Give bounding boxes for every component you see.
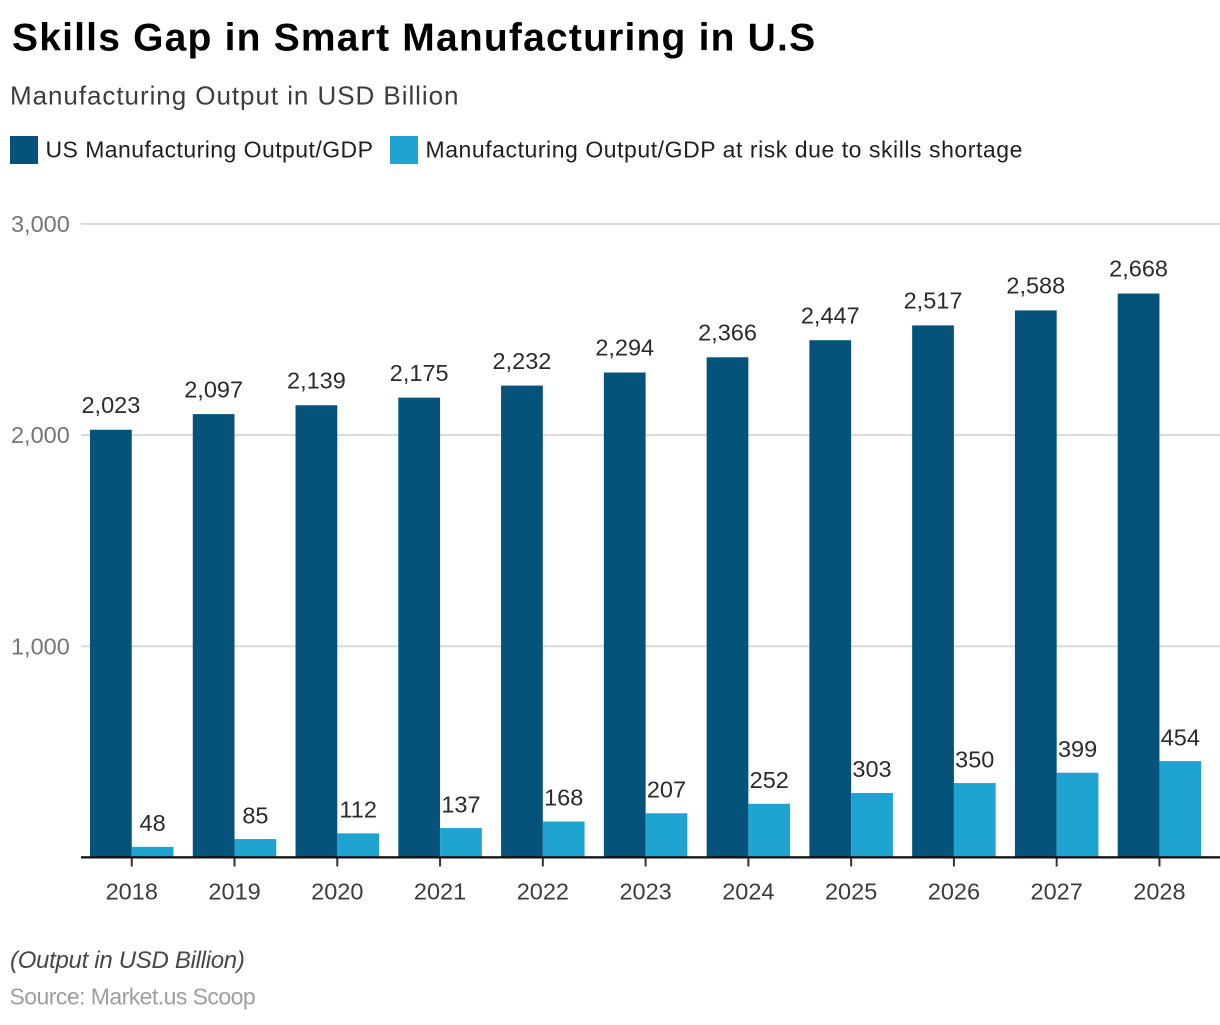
svg-text:Source: Market.us Scoop: Source: Market.us Scoop <box>10 984 256 1010</box>
svg-text:2025: 2025 <box>825 879 877 905</box>
svg-text:2,294: 2,294 <box>595 335 654 361</box>
svg-text:2,000: 2,000 <box>11 422 70 448</box>
svg-text:2020: 2020 <box>311 879 363 905</box>
svg-text:168: 168 <box>544 785 583 811</box>
svg-text:(Output in USD Billion): (Output in USD Billion) <box>10 947 245 974</box>
svg-text:2018: 2018 <box>106 879 158 905</box>
svg-text:399: 399 <box>1058 736 1097 762</box>
svg-text:48: 48 <box>140 810 166 836</box>
svg-text:2028: 2028 <box>1133 879 1185 905</box>
svg-text:Skills Gap in Smart Manufactur: Skills Gap in Smart Manufacturing in U.S <box>12 17 816 60</box>
svg-text:350: 350 <box>955 746 994 772</box>
svg-text:2027: 2027 <box>1031 879 1083 905</box>
svg-text:Manufacturing Output/GDP at ri: Manufacturing Output/GDP at risk due to … <box>426 137 1023 163</box>
svg-text:252: 252 <box>750 767 789 793</box>
svg-text:Manufacturing Output in USD Bi: Manufacturing Output in USD Billion <box>10 81 459 111</box>
svg-text:2,366: 2,366 <box>698 320 757 346</box>
svg-text:2,097: 2,097 <box>184 376 243 402</box>
svg-text:2,668: 2,668 <box>1109 256 1168 282</box>
svg-text:US Manufacturing Output/GDP: US Manufacturing Output/GDP <box>46 137 374 163</box>
svg-text:454: 454 <box>1161 724 1200 750</box>
svg-text:2,139: 2,139 <box>287 367 346 393</box>
svg-text:303: 303 <box>852 756 891 782</box>
svg-text:2022: 2022 <box>517 879 569 905</box>
svg-text:2019: 2019 <box>208 879 260 905</box>
svg-text:2023: 2023 <box>619 879 671 905</box>
svg-text:85: 85 <box>242 802 268 828</box>
svg-text:2021: 2021 <box>414 879 466 905</box>
svg-text:3,000: 3,000 <box>11 211 70 237</box>
svg-text:2,447: 2,447 <box>801 302 860 328</box>
svg-text:1,000: 1,000 <box>11 633 70 659</box>
svg-text:2,588: 2,588 <box>1006 273 1065 299</box>
svg-text:112: 112 <box>339 797 376 823</box>
svg-text:207: 207 <box>647 776 686 802</box>
svg-text:137: 137 <box>441 791 480 817</box>
svg-text:2024: 2024 <box>722 879 774 905</box>
svg-text:2,517: 2,517 <box>904 288 963 314</box>
svg-text:2,175: 2,175 <box>390 360 449 386</box>
svg-text:2,232: 2,232 <box>493 348 552 374</box>
svg-text:2,023: 2,023 <box>81 392 140 418</box>
svg-text:2026: 2026 <box>928 879 980 905</box>
